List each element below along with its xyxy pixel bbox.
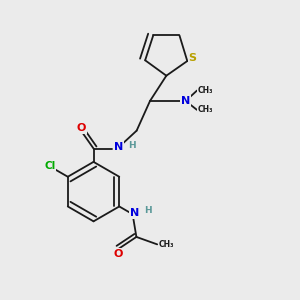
Text: O: O — [113, 249, 123, 259]
Text: N: N — [130, 208, 139, 218]
Text: Cl: Cl — [44, 161, 56, 171]
Text: CH₃: CH₃ — [197, 86, 213, 95]
Text: S: S — [189, 53, 196, 63]
Text: CH₃: CH₃ — [158, 241, 174, 250]
Text: N: N — [181, 96, 190, 106]
Text: CH₃: CH₃ — [197, 105, 213, 114]
Text: H: H — [128, 141, 136, 150]
Text: N: N — [114, 142, 123, 152]
Text: H: H — [145, 206, 152, 215]
Text: O: O — [77, 123, 86, 133]
